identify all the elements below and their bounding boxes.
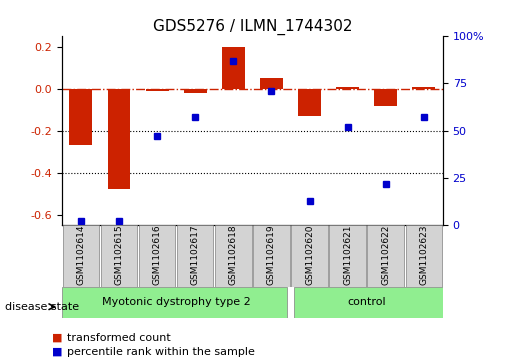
Bar xyxy=(70,89,92,145)
Bar xyxy=(298,89,321,116)
Bar xyxy=(108,89,130,189)
FancyBboxPatch shape xyxy=(291,225,328,287)
Text: GSM1102620: GSM1102620 xyxy=(305,224,314,285)
FancyBboxPatch shape xyxy=(367,225,404,287)
Text: Myotonic dystrophy type 2: Myotonic dystrophy type 2 xyxy=(102,297,250,307)
Text: GSM1102622: GSM1102622 xyxy=(381,224,390,285)
Text: GSM1102614: GSM1102614 xyxy=(76,224,85,285)
FancyBboxPatch shape xyxy=(329,225,366,287)
Text: control: control xyxy=(347,297,386,307)
Text: GSM1102617: GSM1102617 xyxy=(191,224,200,285)
Text: GSM1102623: GSM1102623 xyxy=(419,224,428,285)
Bar xyxy=(374,89,397,106)
Text: disease state: disease state xyxy=(5,302,79,312)
Text: GSM1102621: GSM1102621 xyxy=(343,224,352,285)
FancyBboxPatch shape xyxy=(62,287,287,318)
Text: GSM1102616: GSM1102616 xyxy=(152,224,162,285)
Text: GSM1102618: GSM1102618 xyxy=(229,224,238,285)
FancyBboxPatch shape xyxy=(294,287,443,318)
Bar xyxy=(184,89,207,93)
FancyBboxPatch shape xyxy=(62,225,99,287)
Bar xyxy=(260,78,283,89)
FancyBboxPatch shape xyxy=(177,225,214,287)
FancyBboxPatch shape xyxy=(215,225,252,287)
Text: ■: ■ xyxy=(52,333,62,343)
Bar xyxy=(336,87,359,89)
FancyBboxPatch shape xyxy=(405,225,442,287)
Bar xyxy=(413,87,435,89)
Bar xyxy=(146,89,168,91)
Title: GDS5276 / ILMN_1744302: GDS5276 / ILMN_1744302 xyxy=(152,19,352,35)
Text: ■: ■ xyxy=(52,347,62,357)
Text: transformed count: transformed count xyxy=(67,333,170,343)
FancyBboxPatch shape xyxy=(139,225,176,287)
Text: percentile rank within the sample: percentile rank within the sample xyxy=(67,347,255,357)
Text: GSM1102619: GSM1102619 xyxy=(267,224,276,285)
FancyBboxPatch shape xyxy=(253,225,290,287)
Text: GSM1102615: GSM1102615 xyxy=(114,224,124,285)
Bar xyxy=(222,47,245,89)
FancyBboxPatch shape xyxy=(100,225,138,287)
